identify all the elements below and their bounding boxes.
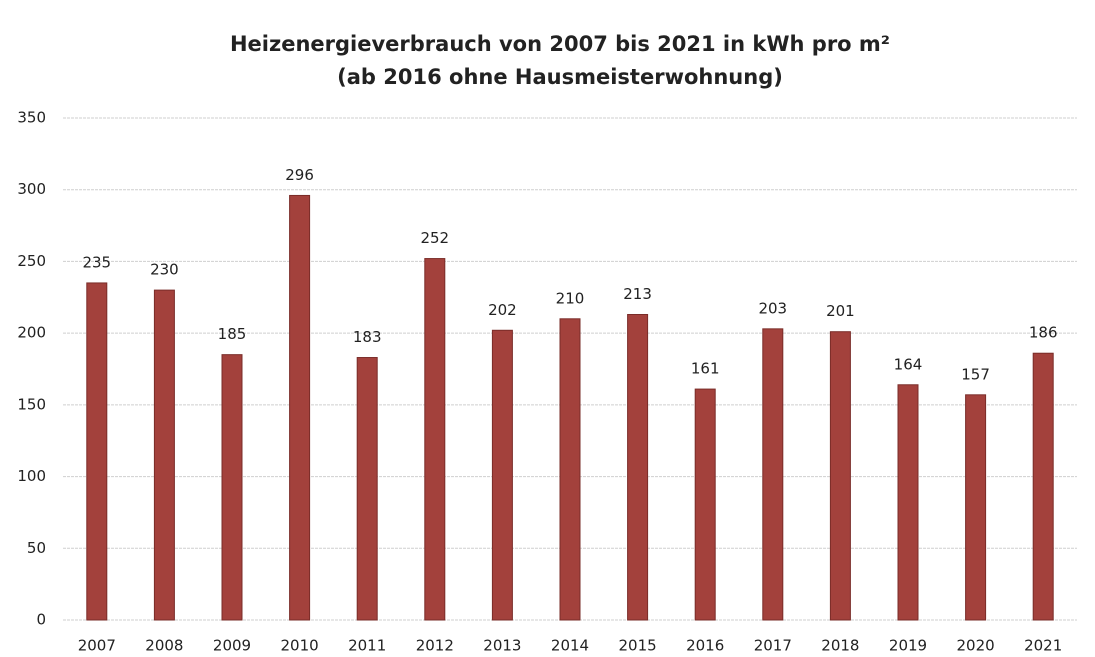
value-label: 252 (420, 229, 449, 247)
bar (965, 394, 987, 621)
x-tick-label: 2010 (281, 637, 319, 655)
value-label: 185 (218, 325, 247, 343)
chart-title: Heizenergieverbrauch von 2007 bis 2021 i… (230, 32, 890, 56)
x-tick-label: 2012 (416, 637, 454, 655)
bar (627, 313, 649, 621)
bar (491, 329, 513, 621)
chart-subtitle: (ab 2016 ohne Hausmeisterwohnung) (337, 65, 783, 89)
x-tick-label: 2018 (821, 637, 859, 655)
x-tick-label: 2019 (889, 637, 927, 655)
bar (1032, 352, 1054, 621)
y-tick-label: 50 (27, 539, 46, 557)
bar (356, 357, 378, 621)
value-label: 203 (758, 299, 787, 317)
bar (424, 258, 446, 621)
value-label: 213 (623, 285, 652, 303)
bar (559, 318, 581, 621)
value-label: 230 (150, 261, 179, 279)
x-tick-label: 2017 (754, 637, 792, 655)
bar (829, 331, 851, 621)
y-tick-label: 0 (36, 611, 46, 629)
x-tick-label: 2008 (145, 637, 183, 655)
y-tick-label: 200 (17, 324, 46, 342)
bar (289, 194, 311, 621)
value-label: 186 (1029, 324, 1058, 342)
value-label: 210 (556, 289, 585, 307)
bar (153, 289, 175, 621)
bar (221, 354, 243, 621)
value-label: 296 (285, 166, 314, 184)
x-tick-label: 2007 (78, 637, 116, 655)
y-tick-label: 250 (17, 252, 46, 270)
x-tick-label: 2014 (551, 637, 589, 655)
value-label: 161 (691, 360, 720, 378)
value-label: 202 (488, 301, 517, 319)
bar (897, 384, 919, 621)
y-tick-label: 100 (17, 467, 46, 485)
x-tick-label: 2015 (619, 637, 657, 655)
bar (86, 282, 108, 621)
value-label: 201 (826, 302, 855, 320)
x-tick-label: 2013 (483, 637, 521, 655)
y-tick-label: 150 (17, 395, 46, 413)
x-tick-label: 2011 (348, 637, 386, 655)
x-tick-label: 2009 (213, 637, 251, 655)
x-tick-label: 2020 (957, 637, 995, 655)
value-label: 157 (961, 365, 990, 383)
bar (762, 328, 784, 621)
y-tick-label: 350 (17, 109, 46, 127)
bar (694, 388, 716, 621)
x-tick-label: 2016 (686, 637, 724, 655)
value-label: 235 (82, 253, 111, 271)
value-label: 183 (353, 328, 382, 346)
y-tick-label: 300 (17, 180, 46, 198)
x-tick-label: 2021 (1024, 637, 1062, 655)
value-label: 164 (894, 355, 923, 373)
